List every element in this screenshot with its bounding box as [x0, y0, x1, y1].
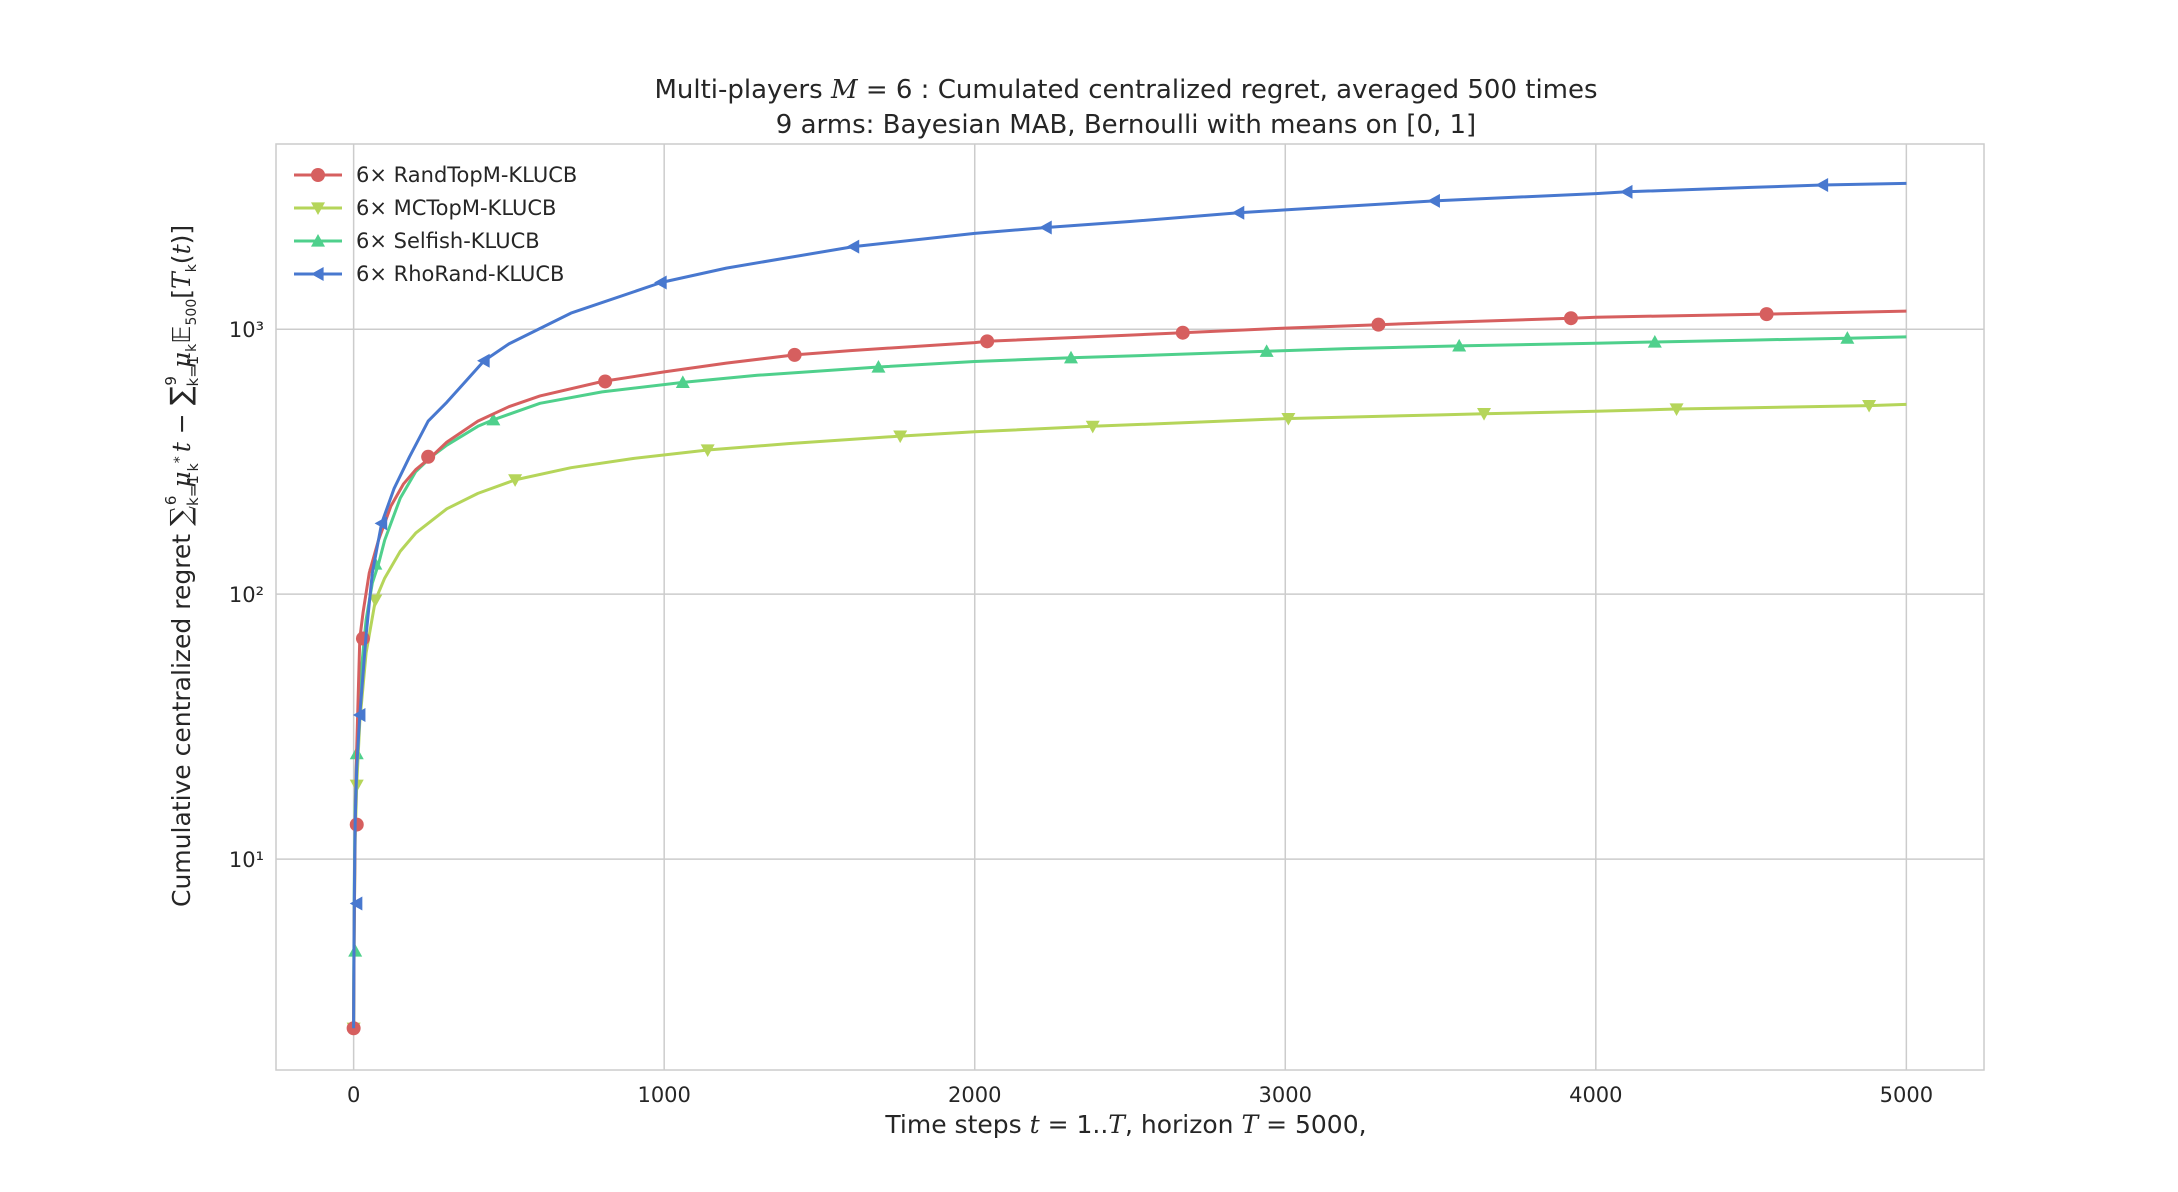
data-point: [1427, 193, 1440, 208]
data-point: [1840, 331, 1855, 344]
data-point: [1647, 334, 1662, 348]
data-point: [700, 444, 715, 458]
svg-text:Cumulative centralized regret: Cumulative centralized regret ∑k=16μk*t …: [162, 225, 202, 907]
data-point: [355, 631, 370, 646]
chart-title-line1: Multi-players M = 6 : Cumulated centrali…: [654, 75, 1597, 105]
legend-marker: [311, 202, 325, 215]
series-line: [352, 335, 1907, 1029]
data-point: [477, 353, 490, 368]
data-point: [508, 474, 523, 487]
series-line: [352, 181, 1907, 1029]
data-point: [980, 334, 995, 349]
data-point: [1563, 311, 1578, 326]
data-point: [893, 430, 908, 444]
data-point: [871, 360, 886, 373]
data-point: [1085, 420, 1100, 434]
data-point: [1619, 184, 1633, 199]
data-point: [846, 239, 860, 254]
data-point: [374, 516, 388, 531]
series-line: [352, 309, 1907, 1029]
data-point: [349, 896, 363, 911]
data-point: [1039, 220, 1052, 235]
data-point: [598, 374, 613, 389]
legend-label: 6× RandTopM-KLUCB: [356, 163, 577, 187]
data-point: [654, 275, 667, 290]
data-point: [1371, 317, 1386, 332]
legend-label: 6× RhoRand-KLUCB: [356, 262, 564, 286]
x-tick-label: 5000: [1880, 1083, 1933, 1107]
y-tick-label: 10²: [229, 583, 264, 607]
data-point: [368, 594, 383, 608]
data-point: [1175, 325, 1190, 340]
x-tick-label: 4000: [1569, 1083, 1622, 1107]
data-point: [1759, 307, 1774, 322]
chart-title-line2: 9 arms: Bayesian MAB, Bernoulli with mea…: [776, 110, 1476, 140]
data-point: [421, 449, 436, 464]
data-point: [352, 707, 366, 722]
data-point: [787, 347, 802, 362]
data-point: [1862, 399, 1877, 413]
x-axis-ticks: 0 1000 2000 3000 4000 5000: [347, 1083, 1933, 1107]
series-0: [346, 307, 1907, 1036]
x-tick-label: 2000: [948, 1083, 1001, 1107]
data-point: [1669, 403, 1684, 416]
legend-label: 6× Selfish-KLUCB: [356, 229, 540, 253]
data-point: [1063, 350, 1078, 364]
x-tick-label: 3000: [1259, 1083, 1312, 1107]
x-tick-label: 0: [347, 1083, 360, 1107]
y-axis-label: Cumulative centralized regret ∑k=16μk*t …: [162, 225, 202, 907]
data-point: [1452, 338, 1467, 352]
data-point: [675, 375, 690, 388]
legend: 6× RandTopM-KLUCB 6× MCTopM-KLUCB 6× Selfi…: [294, 163, 577, 286]
legend-marker: [311, 234, 325, 247]
legend-marker: [311, 267, 324, 281]
y-axis-ticks: 10¹ 10² 10³: [229, 318, 264, 872]
data-point: [1815, 178, 1829, 193]
y-tick-label: 10¹: [229, 848, 264, 872]
data-point: [486, 412, 501, 426]
plot-area: [275, 143, 1985, 1071]
series-group: [346, 178, 1907, 1036]
series-3: [349, 178, 1907, 1029]
data-point: [1259, 344, 1274, 357]
legend-marker: [311, 168, 325, 182]
x-axis-label: Time steps t = 1..T, horizon T = 5000,: [884, 1110, 1366, 1139]
data-point: [349, 817, 364, 832]
x-tick-label: 1000: [637, 1083, 690, 1107]
data-point: [1477, 408, 1492, 421]
data-point: [1231, 205, 1245, 220]
data-point: [346, 1021, 361, 1036]
y-tick-label: 10³: [229, 318, 264, 342]
data-point: [1281, 412, 1296, 426]
legend-label: 6× MCTopM-KLUCB: [356, 196, 556, 220]
